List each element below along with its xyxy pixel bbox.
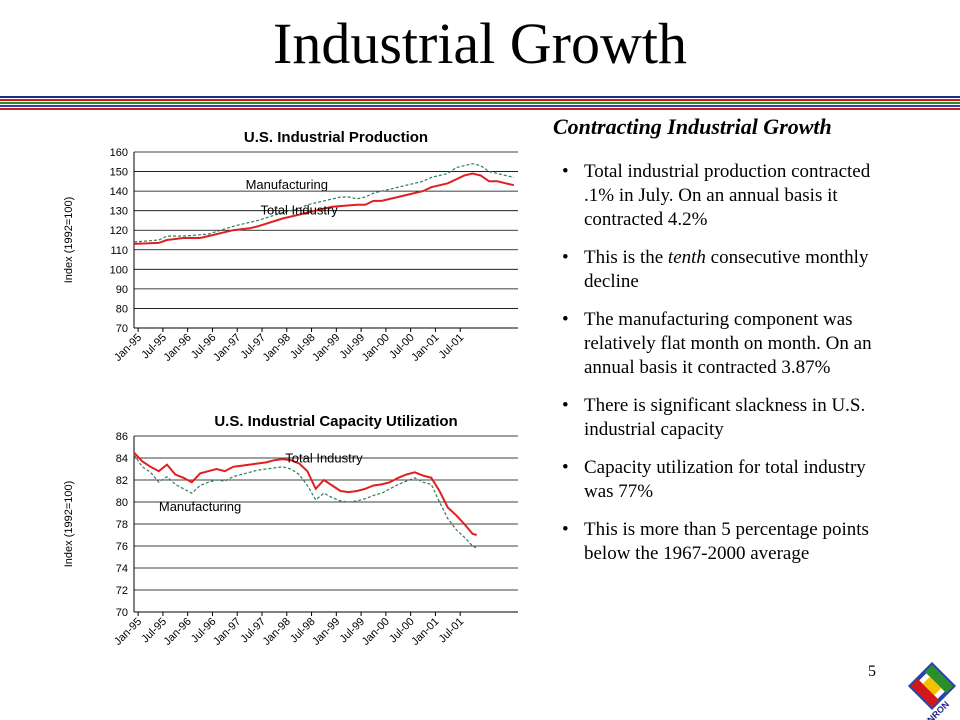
- x-tick-label: Jan-96: [162, 616, 194, 648]
- series-line-manufacturing: [133, 163, 515, 243]
- series-annotation: Total Industry: [260, 203, 338, 218]
- stripe: [0, 108, 960, 110]
- bullet-text: Total industrial production contracted .…: [584, 161, 871, 230]
- stripe: [0, 102, 960, 104]
- x-tick-label: Jan-00: [360, 332, 392, 364]
- bullet-item: • The manufacturing component was relativ…: [560, 308, 900, 380]
- x-tick-label: Jan-95: [112, 332, 144, 364]
- bullet-dot: •: [562, 247, 569, 268]
- bullet-item: • This is the tenth consecutive monthly d…: [560, 246, 900, 294]
- bullet-dot: •: [562, 161, 569, 182]
- bullet-item: • This is more than 5 percentage points b…: [560, 518, 900, 566]
- y-tick-label: 78: [116, 519, 128, 531]
- bullet-text: This is more than 5 percentage points be…: [584, 519, 869, 564]
- x-tick-label: Jan-99: [310, 616, 342, 648]
- industrial-production-chart: U.S. Industrial Production Index (1992=10…: [42, 116, 532, 391]
- bullet-dot: •: [562, 395, 569, 416]
- y-tick-label: 72: [116, 585, 128, 597]
- y-tick-label: 70: [116, 323, 128, 335]
- x-tick-label: Jul-01: [437, 616, 467, 646]
- capacity-utilization-chart-svg: U.S. Industrial Capacity Utilization Inde…: [63, 413, 518, 648]
- y-tick-label: 86: [116, 431, 128, 443]
- bullet-dot: •: [562, 519, 569, 540]
- header-stripes: [0, 96, 960, 112]
- y-tick-label: 120: [110, 225, 128, 237]
- bullet-text: consecutive monthly decline: [584, 247, 869, 292]
- stripe: [0, 99, 960, 101]
- chart-title: U.S. Industrial Production: [244, 129, 428, 146]
- x-tick-label: Jan-98: [261, 332, 293, 364]
- y-tick-label: 100: [110, 264, 128, 276]
- stripe: [0, 105, 960, 107]
- x-tick-label: Jan-00: [360, 616, 392, 648]
- logo-square: [907, 661, 957, 711]
- x-tick-label: Jan-97: [211, 616, 243, 648]
- bullet-text: This is the: [584, 247, 668, 268]
- series-line-total-industry: [133, 172, 515, 245]
- bullet-item: • There is significant slackness in U.S. …: [560, 394, 900, 442]
- bullet-item: • Capacity utilization for total industry…: [560, 456, 900, 504]
- page-number: 5: [868, 663, 876, 680]
- series-line-manufacturing: [133, 454, 477, 549]
- x-tick-label: Jul-01: [437, 332, 467, 362]
- section-heading: Contracting Industrial Growth: [553, 114, 832, 139]
- series-annotation: Total Industry: [285, 450, 363, 465]
- logo-block-red: [910, 678, 940, 708]
- y-tick-label: 130: [110, 206, 128, 218]
- x-tick-label: Jan-96: [162, 332, 194, 364]
- logo-block-green: [924, 664, 954, 694]
- y-tick-label: 84: [116, 453, 128, 465]
- stripe: [0, 96, 960, 98]
- y-axis-label: Index (1992=100): [63, 197, 75, 284]
- logo-block-yellow: [922, 676, 942, 696]
- y-tick-label: 70: [116, 607, 128, 619]
- x-tick-label: Jan-98: [261, 616, 293, 648]
- enron-logo: ENRON: [907, 661, 957, 720]
- bullet-text: There is significant slackness in U.S. i…: [584, 395, 866, 440]
- y-tick-label: 74: [116, 563, 128, 575]
- chart-title: U.S. Industrial Capacity Utilization: [214, 413, 457, 430]
- bullet-dot: •: [562, 309, 569, 330]
- x-tick-label: Jan-01: [409, 616, 441, 648]
- x-tick-label: Jan-95: [112, 616, 144, 648]
- y-tick-label: 110: [110, 245, 128, 257]
- y-tick-label: 140: [110, 186, 128, 198]
- y-tick-label: 80: [116, 303, 128, 315]
- y-axis-label: Index (1992=100): [63, 481, 75, 568]
- bullet-emphasis: tenth: [667, 247, 706, 268]
- y-tick-label: 90: [116, 284, 128, 296]
- capacity-utilization-chart: U.S. Industrial Capacity Utilization Inde…: [42, 400, 532, 675]
- y-tick-label: 160: [110, 147, 128, 159]
- series-annotation: Manufacturing: [159, 499, 241, 514]
- x-tick-label: Jan-97: [211, 332, 243, 364]
- bullet-text: The manufacturing component was relative…: [584, 309, 872, 378]
- bullet-list: • Total industrial production contracted …: [560, 160, 900, 580]
- bullet-text: Capacity utilization for total industry …: [584, 457, 866, 502]
- bullet-item: • Total industrial production contracted …: [560, 160, 900, 232]
- series-line-total-industry: [133, 451, 477, 536]
- industrial-production-chart-svg: U.S. Industrial Production Index (1992=10…: [63, 129, 518, 364]
- y-tick-label: 80: [116, 497, 128, 509]
- y-tick-label: 76: [116, 541, 128, 553]
- y-tick-label: 150: [110, 167, 128, 179]
- slide-title: Industrial Growth: [273, 11, 687, 76]
- series-annotation: Manufacturing: [246, 177, 328, 192]
- y-tick-label: 82: [116, 475, 128, 487]
- bullet-dot: •: [562, 457, 569, 478]
- x-tick-label: Jan-99: [310, 332, 342, 364]
- x-tick-label: Jan-01: [409, 332, 441, 364]
